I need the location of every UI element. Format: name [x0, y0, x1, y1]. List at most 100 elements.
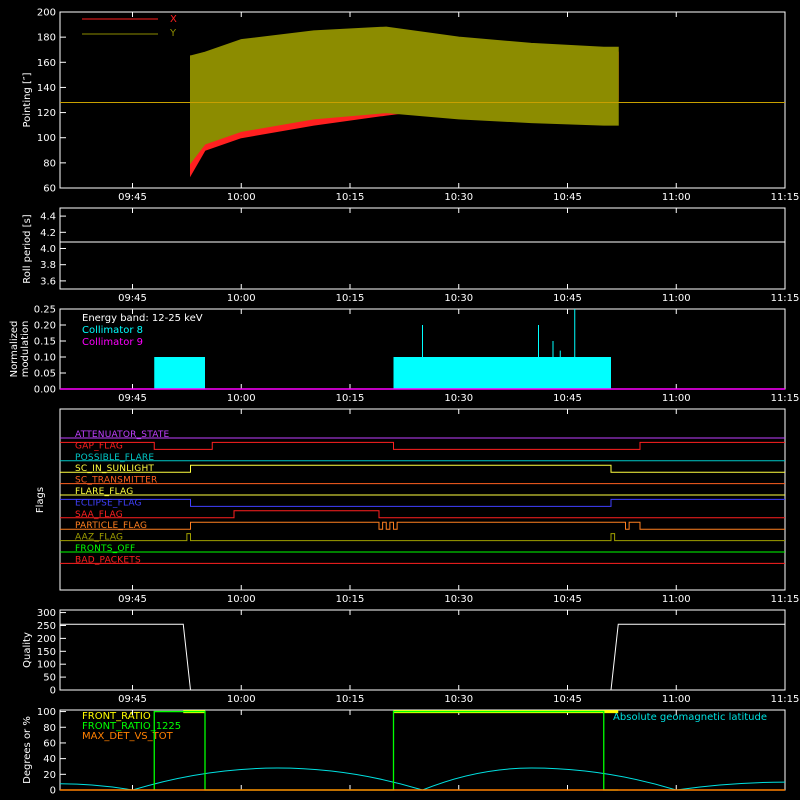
- roll-ylabel-1: 3.8: [40, 260, 56, 271]
- roll-ylabel: Roll period [s]: [22, 214, 33, 283]
- time-tick-4-3: 10:30: [444, 694, 473, 705]
- flag-line-9: [60, 533, 785, 542]
- bottom-ylabel-1: 20: [43, 770, 56, 781]
- time-tick-3-0: 09:45: [118, 594, 147, 605]
- time-tick-0-5: 11:00: [662, 192, 691, 203]
- chart-marks: 09:45 10:00 10:15 10:30 10:45 11:00 11:15 09:45…: [34, 8, 800, 797]
- roll-ylabel-3: 4.2: [40, 228, 56, 239]
- time-tick-0-0: 09:45: [118, 192, 147, 203]
- time-tick-0-1: 10:00: [227, 192, 256, 203]
- time-tick-0-4: 10:45: [553, 192, 582, 203]
- time-tick-3-6: 11:15: [771, 594, 800, 605]
- latitude-label: Absolute geomagnetic latitude: [613, 712, 767, 723]
- modulation-ylabel-0: 0.00: [34, 385, 56, 396]
- time-tick-1-0: 09:45: [118, 293, 147, 304]
- pointing-ylabel-1: 80: [43, 158, 56, 169]
- flag-label-11: BAD_PACKETS: [75, 555, 141, 565]
- modulation-ylabel-3: 0.15: [34, 337, 56, 348]
- bottom-ylabel-4: 80: [43, 723, 56, 734]
- flags-ylabel: Flags: [35, 487, 46, 513]
- bottom-ylabel: Degrees or %: [22, 716, 33, 784]
- flag-label-1: GAP_FLAG: [75, 441, 123, 451]
- bottom-ylabel-5: 100: [37, 707, 56, 718]
- time-tick-0-6: 11:15: [771, 192, 800, 203]
- quality-ylabel: Quality: [22, 632, 33, 668]
- time-tick-1-3: 10:30: [444, 293, 473, 304]
- quality-ylabel-0: 0: [50, 686, 56, 697]
- coll8-segment-0: [154, 357, 205, 389]
- quality-ylabel-5: 250: [37, 621, 56, 632]
- time-tick-3-3: 10:30: [444, 594, 473, 605]
- flag-label-7: SAA_FLAG: [75, 510, 123, 520]
- quality-line: [60, 623, 785, 691]
- time-tick-3-2: 10:15: [336, 594, 365, 605]
- roll-ylabel-2: 4.0: [40, 244, 56, 255]
- pointing-frame: [59, 11, 786, 189]
- time-tick-4-2: 10:15: [336, 694, 365, 705]
- time-tick-4-0: 09:45: [118, 694, 147, 705]
- time-tick-2-1: 10:00: [227, 393, 256, 404]
- roll-ylabel-0: 3.6: [40, 276, 56, 287]
- quality-ylabel-4: 200: [37, 634, 56, 645]
- bottom-ylabel-3: 60: [43, 738, 56, 749]
- flag-label-3: SC_IN_SUNLIGHT: [75, 464, 154, 474]
- time-tick-2-2: 10:15: [336, 393, 365, 404]
- quality-ylabel-1: 50: [43, 673, 56, 684]
- time-tick-2-4: 10:45: [553, 393, 582, 404]
- pointing-ylabel-6: 180: [37, 33, 56, 44]
- time-tick-0-2: 10:15: [336, 192, 365, 203]
- time-tick-2-6: 11:15: [771, 393, 800, 404]
- flag-line-3: [60, 464, 785, 473]
- pointing-ylabel: Pointing [″]: [22, 72, 33, 127]
- flag-line-8: [60, 521, 785, 530]
- legend-x-label: X: [170, 14, 177, 25]
- flag-line-1: [60, 441, 785, 450]
- modulation-ylabel-1: Normalized: [9, 321, 20, 378]
- energy-band-label: Energy band: 12-25 keV: [82, 313, 203, 324]
- flag-label-9: AAZ_FLAG: [75, 533, 123, 543]
- modulation-ylabel-4: 0.20: [34, 321, 56, 332]
- quality-ylabel-3: 150: [37, 647, 56, 658]
- time-tick-4-6: 11:15: [771, 694, 800, 705]
- roll-ylabel-4: 4.4: [40, 212, 56, 223]
- time-tick-0-3: 10:30: [444, 192, 473, 203]
- pointing-ylabel-5: 160: [37, 58, 56, 69]
- time-tick-1-6: 11:15: [771, 293, 800, 304]
- time-tick-2-0: 09:45: [118, 393, 147, 404]
- pointing-ylabel-2: 100: [37, 133, 56, 144]
- legend-y-label: Y: [169, 28, 177, 39]
- bottom-ylabel-0: 0: [50, 786, 56, 797]
- time-tick-1-2: 10:15: [336, 293, 365, 304]
- time-tick-2-3: 10:30: [444, 393, 473, 404]
- time-tick-4-1: 10:00: [227, 694, 256, 705]
- time-tick-1-5: 11:00: [662, 293, 691, 304]
- flag-label-0: ATTENUATOR_STATE: [75, 430, 170, 440]
- time-tick-1-1: 10:00: [227, 293, 256, 304]
- flag-label-8: PARTICLE_FLAG: [75, 521, 147, 531]
- time-tick-4-5: 11:00: [662, 694, 691, 705]
- modulation-ylabel-1: 0.05: [34, 369, 56, 380]
- flag-label-4: SC_TRANSMITTER: [75, 476, 157, 486]
- legend-front-ratio-1225: FRONT_RATIO_1225: [82, 721, 181, 732]
- collimator-9-label: Collimator 9: [82, 337, 143, 348]
- legend-max-det: MAX_DET_VS_TOT: [82, 731, 174, 742]
- flag-line-6: [60, 498, 785, 507]
- quality-ylabel-6: 300: [37, 608, 56, 619]
- flag-label-5: FLARE_FLAG: [75, 487, 133, 497]
- time-tick-4-4: 10:45: [553, 694, 582, 705]
- flag-line-7: [60, 510, 785, 519]
- coll8-segment-1: [393, 357, 611, 389]
- flag-label-10: FRONTS_OFF: [75, 544, 135, 554]
- time-tick-3-1: 10:00: [227, 594, 256, 605]
- collimator-8-label: Collimator 8: [82, 325, 143, 336]
- quality-frame: [59, 609, 786, 691]
- pointing-ylabel-0: 60: [43, 184, 56, 195]
- series-y-band: [190, 26, 619, 165]
- modulation-ylabel-5: 0.25: [34, 305, 56, 316]
- pointing-ylabel-7: 200: [37, 8, 56, 19]
- time-tick-1-4: 10:45: [553, 293, 582, 304]
- roll-frame: [59, 207, 786, 290]
- flag-label-6: ECLIPSE_FLAG: [75, 498, 142, 508]
- time-tick-3-4: 10:45: [553, 594, 582, 605]
